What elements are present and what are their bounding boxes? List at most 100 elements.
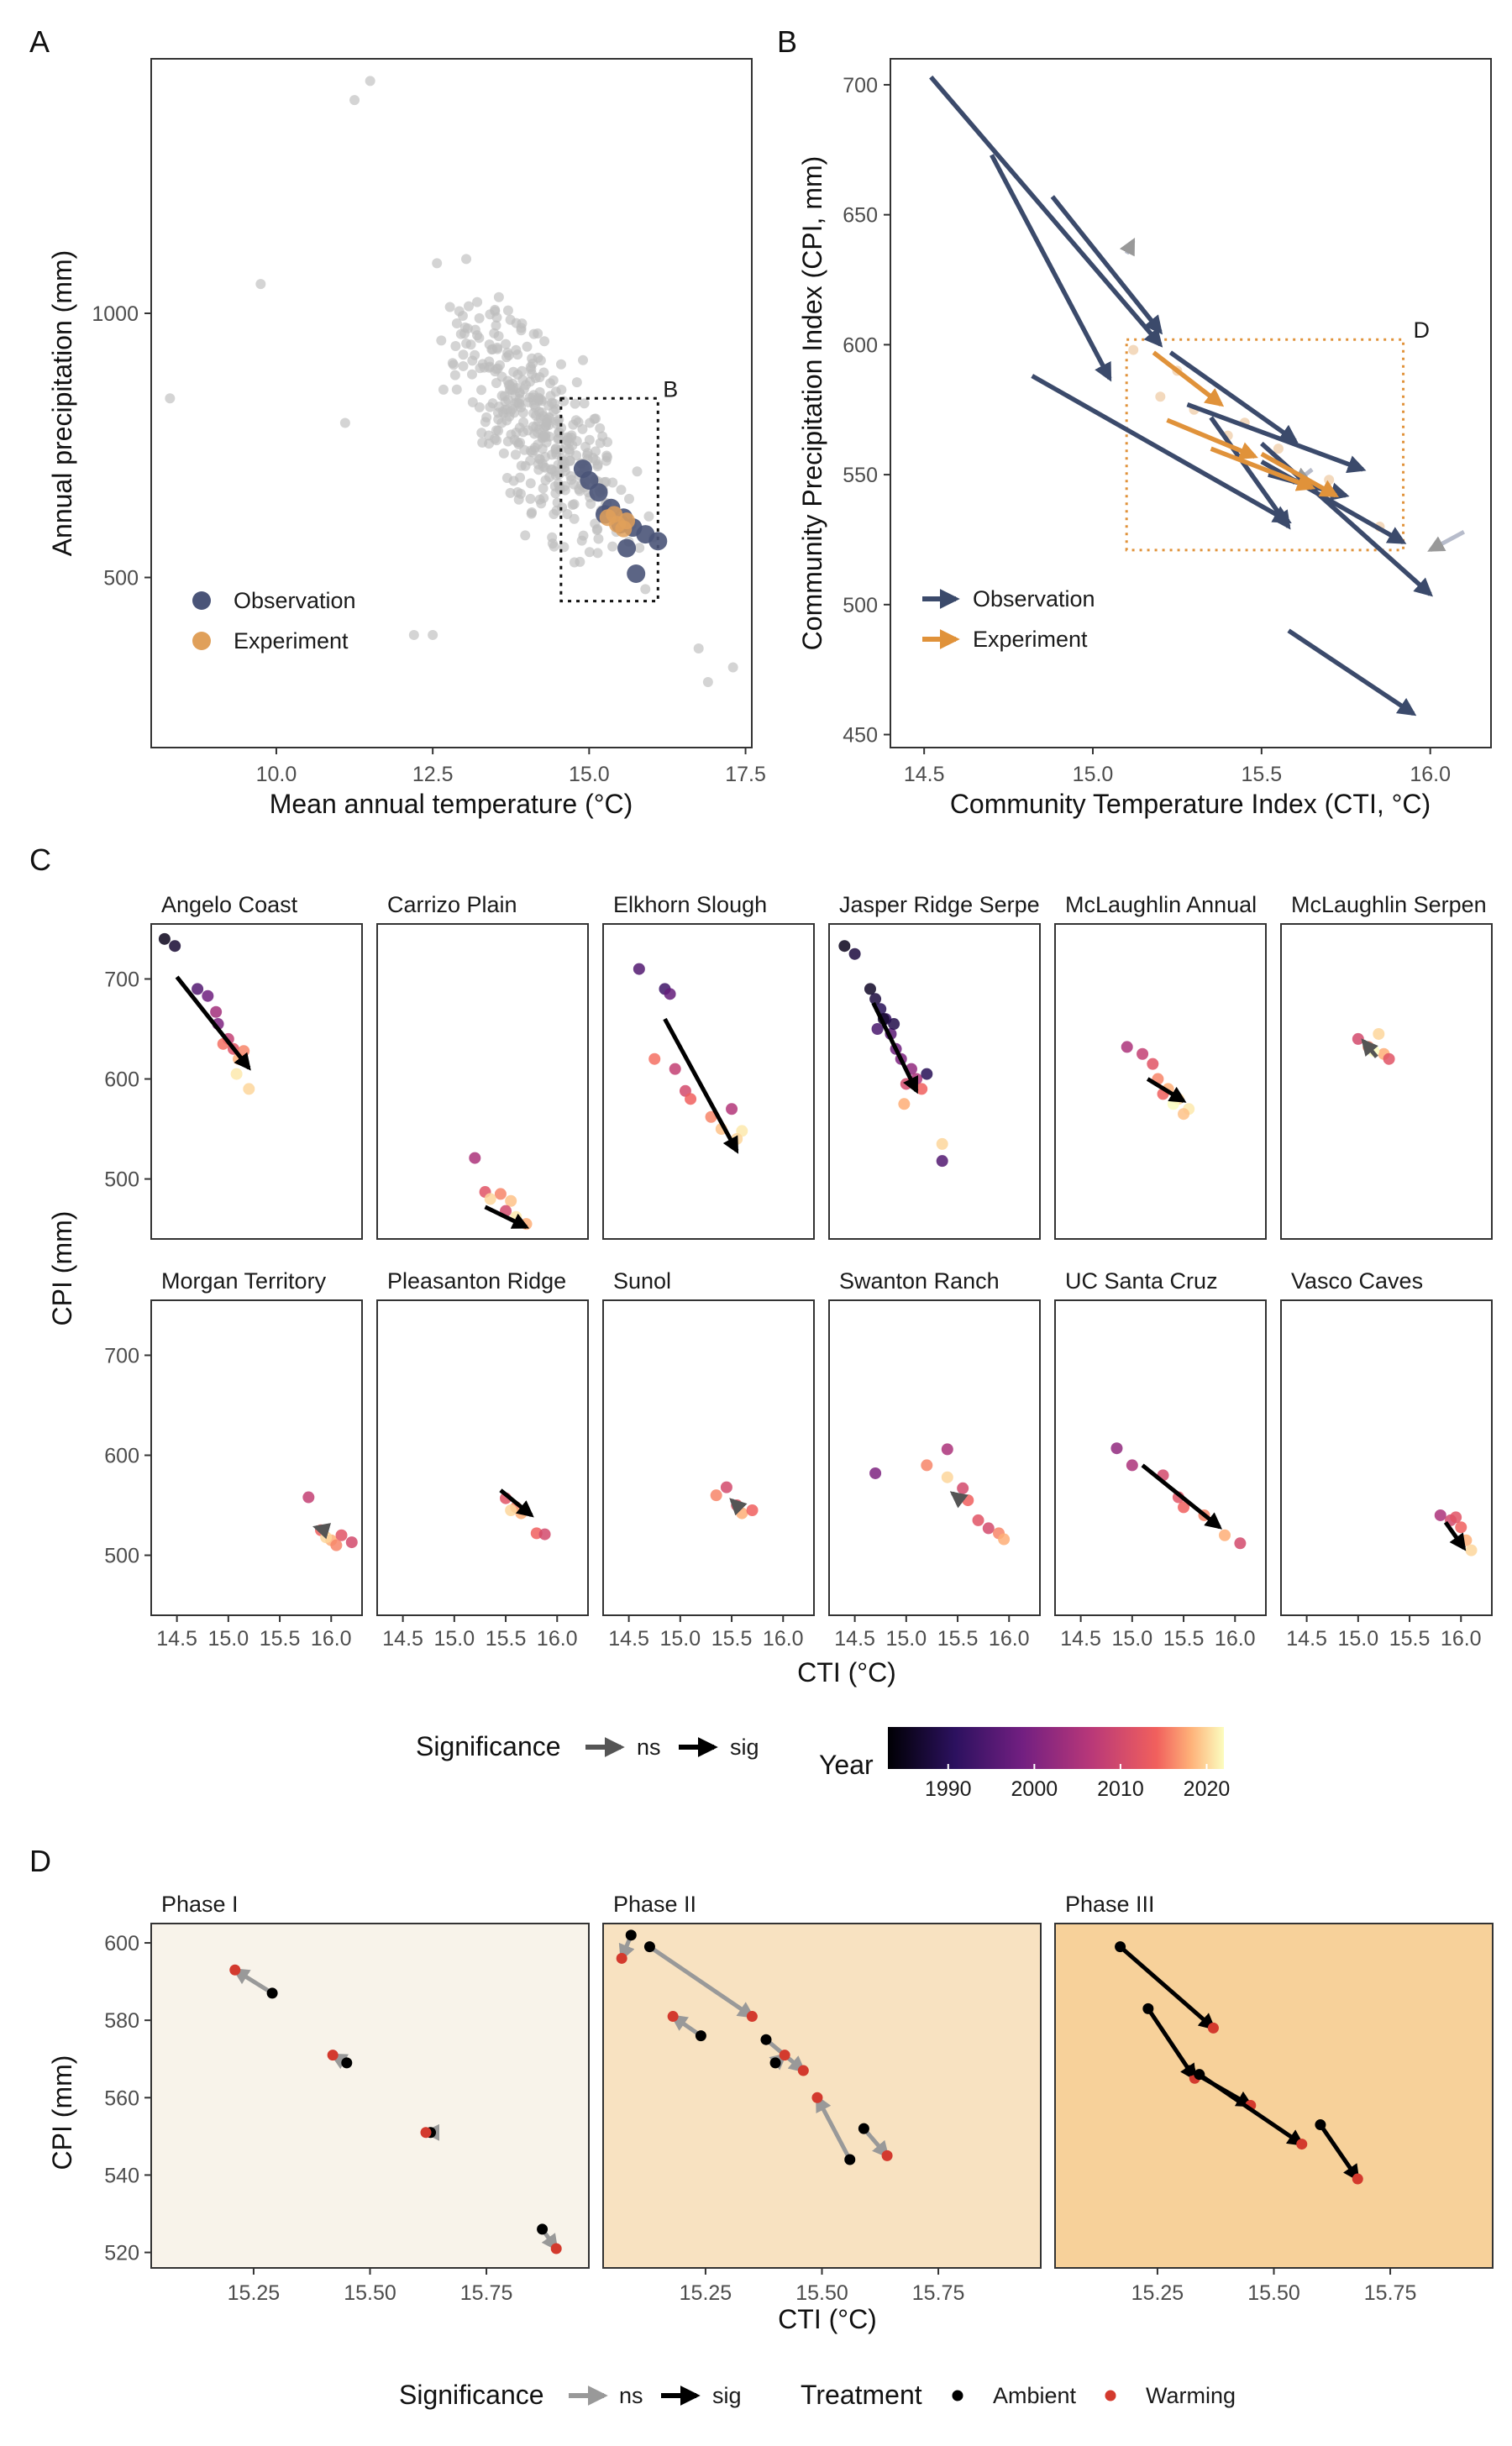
panel-letter-d: D <box>29 1844 51 1878</box>
significance-legend-title: Significance <box>399 2380 544 2410</box>
year-point <box>838 940 851 953</box>
year-point <box>916 1083 928 1095</box>
x-tick-label: 15.25 <box>1131 2281 1184 2305</box>
trend-arrow <box>871 1001 919 1094</box>
bg-point <box>474 312 485 323</box>
y-tick-label: 500 <box>104 1545 139 1568</box>
bg-point <box>590 518 601 529</box>
bg-point <box>595 438 606 449</box>
bg-point <box>512 487 523 498</box>
x-tick-label: 16.0 <box>537 1627 578 1651</box>
legend-label: Ambient <box>993 2383 1077 2408</box>
facet-jasper-ridge-serpe: Jasper Ridge Serpe <box>828 892 1041 1240</box>
bg-point <box>546 449 557 460</box>
ambient-point <box>266 1987 278 1999</box>
panel-c-legend: Significance ns sig Year 1990 2000 2010 2020 <box>416 1727 1230 1801</box>
x-tick-label: 10.0 <box>256 763 297 786</box>
ambient-point <box>625 1929 637 1941</box>
y-tick-label: 520 <box>104 2242 139 2265</box>
x-tick-label: 16.0 <box>763 1627 804 1651</box>
y-tick-label: 580 <box>104 2009 139 2033</box>
y-tick-label: 550 <box>843 464 878 487</box>
facet-strip-label: Jasper Ridge Serpe <box>839 892 1040 917</box>
y-tick-label: 600 <box>104 1068 139 1092</box>
bg-point <box>693 643 704 654</box>
warming-point <box>327 2050 339 2061</box>
facet-pleasanton-ridge: Pleasanton Ridge 14.5 15.0 15.5 16.0 <box>376 1268 589 1651</box>
treatment-arrow <box>648 1945 755 2018</box>
panel-d-xlabel: CTI (°C) <box>778 2304 877 2334</box>
year-point <box>1383 1052 1395 1065</box>
treatment-arrow <box>1118 1945 1216 2031</box>
treatment-arrow <box>1318 2123 1360 2182</box>
facet-strip-label: Angelo Coast <box>161 892 298 917</box>
year-point <box>869 993 882 1005</box>
bg-point <box>569 557 580 568</box>
bg-point <box>547 532 558 543</box>
bg-point <box>585 498 596 509</box>
bg-point <box>501 352 512 363</box>
bg-point <box>601 455 612 466</box>
bg-point <box>571 377 582 388</box>
panel-b-zoom-box: D <box>1125 318 1430 552</box>
y-tick-label: 700 <box>104 968 139 991</box>
facet-strip-label: McLaughlin Annual <box>1065 892 1257 917</box>
facet-vasco-caves: Vasco Caves 14.5 15.0 15.5 16.0 <box>1280 1268 1493 1651</box>
panel-b: D 14.5 15.0 15.5 16.0 450 500 550 600 650 700 Com… <box>797 58 1492 819</box>
y-tick-label: 540 <box>104 2164 139 2187</box>
bg-point <box>458 349 469 360</box>
trend-arrow <box>484 1205 530 1229</box>
ambient-point <box>1184 2065 1196 2076</box>
x-tick-label: 15.0 <box>207 1627 249 1651</box>
panel-letter-b: B <box>777 24 797 59</box>
ambient-point <box>695 2030 706 2042</box>
x-tick-label: 15.25 <box>680 2281 732 2305</box>
bg-point <box>538 483 549 494</box>
faint-arrow <box>1427 529 1466 553</box>
bg-point <box>472 297 483 307</box>
bg-point <box>564 437 575 448</box>
zoom-box-b <box>559 396 659 603</box>
y-tick-label: 600 <box>104 1445 139 1468</box>
facet-frame <box>1054 923 1267 1240</box>
x-tick-label: 14.5 <box>382 1627 423 1651</box>
experiment-arrow <box>1152 350 1225 407</box>
bg-point <box>501 339 512 349</box>
year-point <box>941 1443 953 1456</box>
facet-mclaughlin-annual: McLaughlin Annual <box>1054 892 1267 1240</box>
legend-label: ns <box>619 2383 643 2408</box>
treatment-arrow <box>669 2014 702 2038</box>
bg-point <box>593 533 604 544</box>
year-point <box>1234 1537 1247 1550</box>
facet-sunol: Sunol 14.5 15.0 15.5 16.0 <box>602 1268 815 1651</box>
bg-point <box>498 448 509 459</box>
ambient-point <box>1115 1941 1126 1953</box>
bg-point <box>553 478 564 489</box>
observation-arrow <box>1287 628 1417 716</box>
year-point <box>864 983 876 995</box>
year-point <box>210 1005 223 1018</box>
bg-point <box>165 393 176 404</box>
warming-point <box>811 2092 823 2103</box>
treatment-arrow <box>232 1968 274 1996</box>
legend-label: ns <box>637 1735 661 1760</box>
x-tick-label: 15.0 <box>659 1627 701 1651</box>
year-point <box>921 1459 933 1472</box>
ambient-point <box>1194 2069 1205 2081</box>
treatment-arrow <box>815 2094 852 2161</box>
facet-strip-label: UC Santa Cruz <box>1065 1268 1218 1294</box>
y-tick-label: 600 <box>104 1932 139 1955</box>
year-point <box>720 1481 732 1493</box>
bg-point <box>533 459 543 470</box>
bg-point <box>476 428 487 438</box>
year-point <box>1126 1459 1138 1472</box>
ambient-point <box>341 2057 353 2069</box>
year-point <box>869 1467 882 1479</box>
warming-point <box>616 1952 627 1964</box>
year-point <box>685 1093 697 1105</box>
ambient-point <box>1142 2002 1154 2014</box>
y-tick-label: 700 <box>843 74 878 97</box>
facet-frame <box>828 1299 1041 1616</box>
bg-point <box>474 333 485 344</box>
